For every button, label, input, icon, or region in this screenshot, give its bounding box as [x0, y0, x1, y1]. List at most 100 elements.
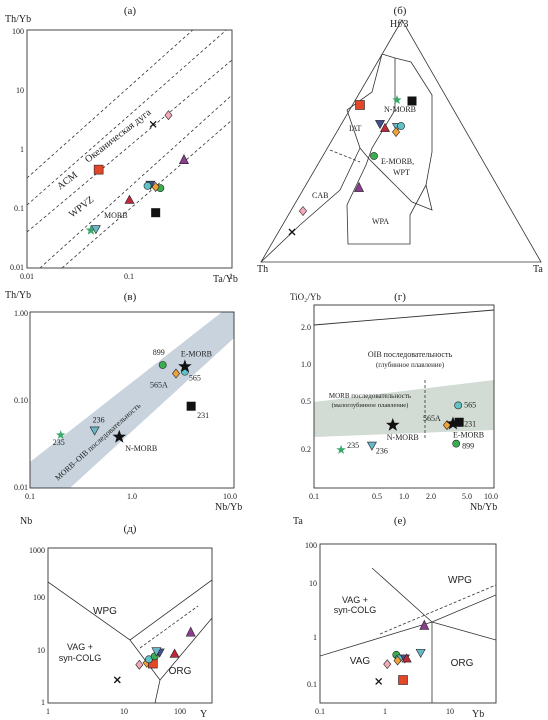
data-point-crimson-triangle [379, 122, 391, 132]
field-vag: VAG + [67, 642, 93, 652]
ytick: 10 [309, 579, 317, 588]
panel-a-points [85, 110, 189, 235]
xtick: 2.0 [426, 492, 436, 501]
panel-d-yticks: 2.0 1.0 0.5 0.2 [301, 323, 311, 454]
point-label: 235 [53, 438, 65, 447]
panel-e-yticks: 1000 100 10 1 [29, 546, 45, 707]
panel-e-ylabel: Nb [20, 516, 32, 527]
oib-sublabel: (глубинное плавление) [376, 361, 445, 369]
point-label: E-MORB [453, 431, 484, 440]
data-point-pink-diamond [299, 206, 307, 216]
panel-b-label: (б) [394, 5, 407, 17]
morb-label: MORB последовательность [329, 392, 411, 400]
panel-e-points [113, 626, 196, 684]
field-nmorb: N-MORB [384, 105, 416, 114]
panel-a-dashed-fields [27, 30, 232, 268]
xtick: 10 [446, 707, 454, 716]
xtick: 10 [120, 707, 128, 716]
panel-f-label: (е) [394, 515, 407, 527]
panel-a-xlabel: Ta/Yb [213, 274, 238, 285]
point-label: 231 [197, 411, 209, 420]
field-syncolg: syn-COLG [59, 653, 102, 663]
panel-c-xticks: 0.1 1.0 10.0 [25, 492, 237, 501]
ytick: 0.2 [301, 445, 311, 454]
data-point-cross [375, 678, 383, 685]
point-label: N-MORB [125, 444, 157, 453]
field-iat: IAT [349, 124, 362, 133]
data-point-crimson-triangle [401, 653, 412, 663]
xtick: 0.01 [20, 272, 34, 281]
data-point-cyan-triangle-down [90, 225, 101, 235]
data-point-pink-diamond [164, 110, 173, 121]
data-point-orange-diamond [392, 127, 400, 137]
data-point-teal-circle [143, 181, 152, 190]
data-point-navy-triangle-down [374, 120, 386, 130]
xtick: 1.0 [127, 492, 137, 501]
panel-a-yticks: 100 10 1 0.1 0.01 [10, 27, 24, 272]
ytick: 10 [16, 86, 24, 95]
field-org: ORG [451, 658, 474, 669]
point-label: 235 [347, 441, 359, 450]
ytick: 0.1 [14, 204, 24, 213]
data-point-green-star [85, 224, 97, 235]
panel-e-xlabel: Y [200, 709, 207, 720]
xtick: 0.1 [315, 707, 325, 716]
data-point-black-star [446, 416, 460, 430]
xtick: 1.0 [399, 492, 409, 501]
data-point-black-star [386, 418, 400, 431]
point-label: E-MORB [181, 350, 212, 359]
ytick: 1 [20, 145, 24, 154]
data-point-pink-diamond [383, 659, 392, 670]
xtick: 0.1 [124, 272, 134, 281]
ytick: 1.0 [301, 360, 311, 369]
data-point-black-square [407, 96, 417, 106]
point-label: 565 [464, 400, 476, 409]
ytick: 0.01 [10, 263, 24, 272]
point-label: N-MORB [387, 433, 419, 442]
panel-c-frame [29, 311, 235, 489]
data-point-orange-diamond [151, 181, 160, 192]
panel-f-xticks: 0.1 1 10 [315, 707, 454, 716]
data-point-green-circle [370, 152, 378, 160]
point-label: 231 [464, 419, 476, 428]
ternary-triangle [260, 19, 542, 263]
data-point-orange-diamond [172, 368, 180, 379]
panel-c: (в) Th/Yb Nb/Yb MORB–OIB последовательно… [5, 290, 242, 513]
data-point-red-square [355, 100, 365, 110]
data-point-cross [113, 676, 121, 684]
panel-e-frame [47, 547, 213, 704]
xtick: 5.0 [462, 492, 472, 501]
xtick: 1 [229, 272, 233, 281]
data-point-pink-diamond [135, 659, 144, 670]
oib-line [313, 309, 495, 326]
ytick: 1.00 [14, 309, 28, 318]
data-point-cyan-triangle-down [89, 426, 100, 436]
field-morb: MORB [104, 211, 128, 220]
point-label: 236 [93, 416, 105, 425]
panel-e: (д) Nb Y WPG VAG + syn-COLG ORG 1000 100… [20, 516, 213, 720]
vertex-ta: Ta [533, 264, 543, 275]
field-wpt: WPT [393, 168, 410, 177]
ytick: 100 [33, 593, 45, 602]
ytick: 1 [41, 698, 45, 707]
panel-c-ylabel: Th/Yb [5, 290, 31, 301]
data-point-purple-triangle [354, 181, 364, 192]
point-label: 899 [462, 442, 474, 451]
point-label: 899 [153, 348, 165, 357]
data-point-cyan-triangle-down [366, 441, 377, 451]
field-wpg: WPG [448, 575, 472, 586]
ytick: 1 [313, 633, 317, 642]
data-point-black-star [112, 429, 127, 443]
panel-f: (е) Ta Yb WPG VAG + syn-COLG VAG ORG 100… [293, 515, 497, 720]
ytick: 1000 [29, 546, 45, 555]
data-point-cross [149, 120, 157, 128]
morb-sublabel: (малоглубинное плавление) [332, 402, 409, 409]
xtick: 100 [174, 707, 186, 716]
panel-f-points [375, 619, 430, 685]
data-point-purple-triangle [419, 619, 430, 630]
panel-a: (а) Th/Yb Ta/Yb Океаническая дуга ACM WP… [5, 5, 238, 285]
panel-f-ylabel: Ta [293, 516, 303, 527]
data-point-purple-triangle [178, 153, 189, 165]
panel-b-points [288, 95, 417, 236]
xtick: 10.0 [223, 492, 237, 501]
